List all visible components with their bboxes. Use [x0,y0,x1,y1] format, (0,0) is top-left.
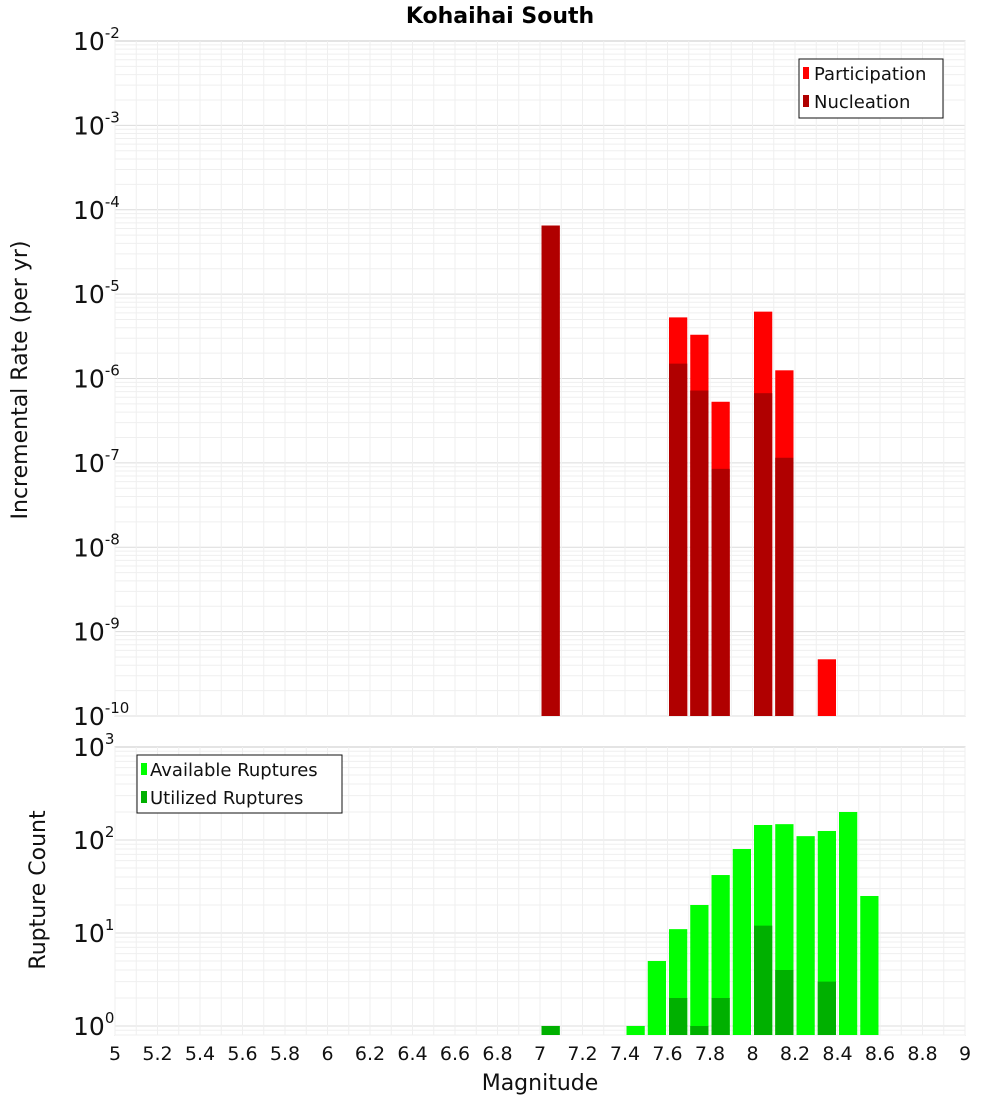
rate-y-ticks: 10-10 10-9 10-8 10-7 10-6 10-5 10-4 10-3 10-2 [73,24,129,731]
legend-swatch-nucleation [803,95,809,107]
x-tick-label: 5.6 [227,1043,257,1065]
legend-label-available: Available Ruptures [150,760,318,781]
y-tick-label: 10-5 [73,277,120,309]
y-tick-label: 10-8 [73,530,120,562]
x-tick-label: 5.4 [185,1043,215,1065]
x-tick-label: 8.6 [865,1043,895,1065]
x-tick-label: 9 [959,1043,971,1065]
count-legend: Available Ruptures Utilized Ruptures [136,754,343,814]
count-y-ticks: 100 101 102 103 [73,730,114,1041]
count-bars [541,812,879,1035]
y-tick-label: 10-4 [73,193,120,225]
bar-utilized-ruptures [541,1025,560,1035]
bar-available-ruptures [796,836,815,1035]
count-legend-box [136,754,343,814]
y-tick-label: 101 [73,916,114,948]
bar-nucleation [775,457,794,716]
y-tick-label: 100 [73,1009,114,1041]
count-panel: 100 101 102 103 5 5.2 5.4 5.6 5.8 6 6.2 6.4 6.6 6.8 7… [26,730,971,1096]
rate-legend-box [798,58,944,119]
bar-utilized-ruptures [690,1025,709,1035]
bar-nucleation [541,225,560,716]
y-tick-label: 10-6 [73,362,120,394]
y-tick-label: 103 [73,730,114,762]
bar-utilized-ruptures [669,997,688,1035]
bar-utilized-ruptures [775,969,794,1035]
bar-available-ruptures [860,895,879,1035]
rate-bars [541,225,836,716]
bar-available-ruptures [732,849,751,1035]
x-tick-label: 7.2 [567,1043,597,1065]
legend-label-utilized: Utilized Ruptures [150,788,303,809]
legend-label-participation: Participation [814,64,926,85]
legend-swatch-available [141,763,147,775]
x-tick-label: 5.2 [142,1043,172,1065]
x-tick-label: 7.4 [610,1043,640,1065]
y-tick-label: 10-3 [73,108,120,140]
rate-y-axis-label: Incremental Rate (per yr) [8,241,33,520]
x-tick-label: 5.8 [270,1043,300,1065]
bar-available-ruptures [690,904,709,1035]
y-tick-label: 10-7 [73,446,120,478]
x-tick-label: 6.8 [482,1043,512,1065]
x-tick-label: 6.2 [355,1043,385,1065]
x-tick-label: 8.2 [780,1043,810,1065]
bar-nucleation [669,363,688,716]
chart-title: Kohaihai South [406,4,594,29]
count-y-axis-label: Rupture Count [26,810,51,970]
x-tick-label: 5 [109,1043,121,1065]
x-tick-label: 8.4 [822,1043,852,1065]
x-tick-label: 6 [321,1043,333,1065]
x-tick-label: 7 [534,1043,546,1065]
bar-available-ruptures [711,875,730,1035]
bar-utilized-ruptures [711,997,730,1035]
x-axis-ticks: 5 5.2 5.4 5.6 5.8 6 6.2 6.4 6.6 6.8 7 7.2 7.4 7.6 7.8 8… [109,1043,971,1065]
bar-available-ruptures [647,960,666,1035]
bar-participation [817,659,836,716]
x-tick-label: 7.8 [695,1043,725,1065]
bar-nucleation [754,393,773,716]
x-tick-label: 8 [746,1043,758,1065]
x-tick-label: 6.6 [440,1043,470,1065]
x-tick-label: 7.6 [652,1043,682,1065]
bar-available-ruptures [839,812,858,1035]
rate-gridlines [114,41,966,717]
legend-swatch-utilized [141,791,147,803]
x-tick-label: 6.4 [397,1043,427,1065]
bar-nucleation [690,390,709,716]
legend-label-nucleation: Nucleation [814,92,910,113]
x-tick-label: 8.8 [907,1043,937,1065]
bar-utilized-ruptures [817,981,836,1035]
y-tick-label: 10-9 [73,615,120,647]
y-tick-label: 10-10 [73,699,129,731]
rate-panel: 10-10 10-9 10-8 10-7 10-6 10-5 10-4 10-3 10-2 In… [8,24,966,731]
bar-utilized-ruptures [754,925,773,1035]
rate-legend: Participation Nucleation [798,58,944,119]
y-tick-label: 102 [73,823,114,855]
bar-nucleation [711,468,730,716]
y-tick-label: 10-2 [73,24,120,56]
legend-swatch-participation [803,67,809,79]
bar-available-ruptures [626,1025,645,1035]
x-axis-label: Magnitude [482,1071,599,1096]
